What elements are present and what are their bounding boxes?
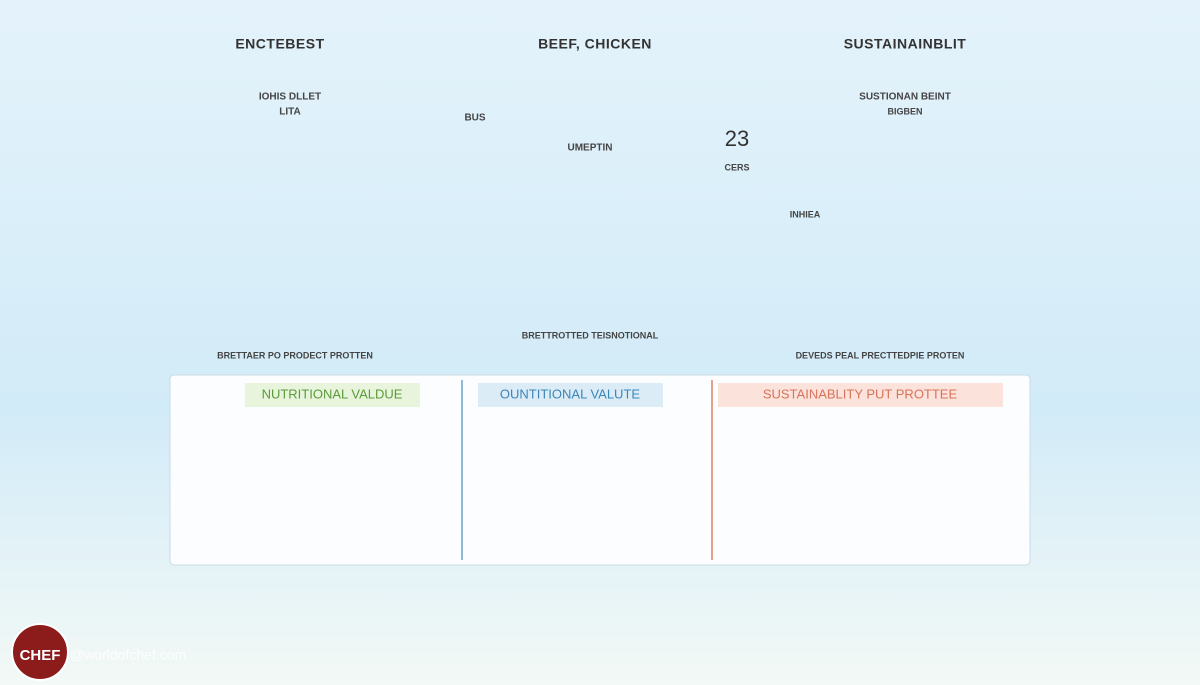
tag-label: BUS xyxy=(464,113,485,124)
watermark: @worldofchef.com xyxy=(70,647,186,663)
panel-title: SUSTAINABLITY PUT PROTTEE xyxy=(763,386,958,401)
panel-tab xyxy=(245,383,420,407)
panel-title: NUTRITIONAL VALDUE xyxy=(262,386,403,401)
caption: BRETTAER PO PRODECT PROTTEN xyxy=(217,350,373,360)
sub-label: IOHIS DLLET xyxy=(259,92,321,103)
column-title: ENCTEBEST xyxy=(235,36,324,52)
sub-label: UMEPTIN xyxy=(568,143,613,154)
column-title: SUSTAINAINBLIT xyxy=(844,36,967,52)
panel-title: OUNTITIONAL VALUTE xyxy=(500,386,640,401)
logo-badge xyxy=(11,623,69,681)
column-title: BEEF, CHICKEN xyxy=(538,36,652,52)
caption: DEVEDS PEAL PRECTTEDPIE PROTEN xyxy=(796,350,965,360)
caption: BRETTROTTED TEISNOTIONAL xyxy=(522,330,659,340)
sub-label: LITA xyxy=(279,107,300,118)
panel-tab xyxy=(718,383,1003,407)
stat-number: 23 xyxy=(725,126,749,151)
dashboard-panel xyxy=(169,374,1031,566)
sub-label: SUSTIONAN BEINT xyxy=(859,92,951,103)
panel-tab xyxy=(478,383,663,407)
sub-label: BIGBEN xyxy=(887,106,922,116)
tag-label: INHIEA xyxy=(790,209,821,219)
logo-text: CHEF xyxy=(20,647,61,664)
stat-unit: CERS xyxy=(724,162,749,172)
